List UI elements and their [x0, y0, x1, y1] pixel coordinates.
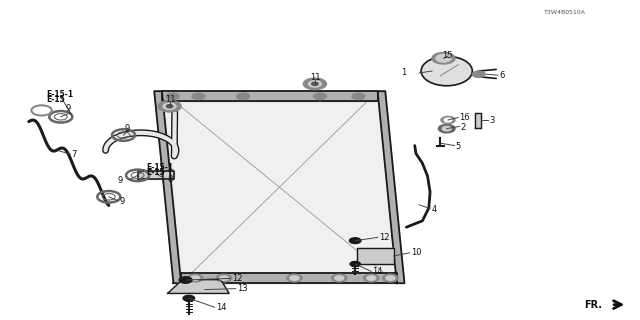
Circle shape [166, 105, 173, 108]
Polygon shape [162, 91, 397, 283]
Circle shape [158, 100, 181, 112]
Circle shape [191, 276, 200, 280]
Polygon shape [357, 248, 394, 264]
Circle shape [349, 238, 361, 244]
Text: 11: 11 [310, 73, 321, 82]
Text: E-15-1: E-15-1 [46, 90, 73, 99]
Text: 3: 3 [489, 116, 494, 125]
Polygon shape [181, 273, 397, 283]
Text: 9: 9 [120, 197, 125, 206]
Circle shape [444, 118, 452, 122]
Circle shape [179, 277, 192, 283]
Text: 14: 14 [372, 268, 383, 276]
Text: 2: 2 [461, 123, 466, 132]
Text: 11: 11 [165, 95, 175, 104]
Text: 14: 14 [216, 303, 226, 312]
Circle shape [163, 103, 176, 109]
Text: 1: 1 [401, 68, 406, 77]
Text: E-15-1: E-15-1 [146, 163, 173, 172]
Polygon shape [154, 91, 181, 283]
Text: E-15: E-15 [46, 95, 65, 104]
Polygon shape [475, 113, 481, 128]
Text: 6: 6 [499, 71, 504, 80]
Circle shape [350, 261, 360, 267]
Text: 4: 4 [431, 205, 436, 214]
Circle shape [287, 274, 302, 282]
Text: FR.: FR. [584, 300, 602, 310]
Text: 8: 8 [168, 175, 173, 184]
Text: 9: 9 [125, 124, 130, 132]
Circle shape [367, 276, 376, 280]
Circle shape [438, 124, 455, 133]
Text: 12: 12 [232, 274, 242, 283]
Circle shape [303, 78, 326, 90]
Circle shape [386, 276, 395, 280]
Circle shape [290, 276, 299, 280]
Circle shape [332, 274, 347, 282]
Text: 15: 15 [442, 51, 452, 60]
Polygon shape [138, 171, 174, 179]
Circle shape [436, 54, 451, 62]
Circle shape [183, 295, 195, 301]
Text: 10: 10 [411, 248, 421, 257]
Text: 13: 13 [237, 284, 248, 293]
Circle shape [188, 274, 203, 282]
Polygon shape [168, 280, 229, 293]
Circle shape [432, 52, 455, 64]
Polygon shape [162, 91, 378, 101]
Text: E-15: E-15 [146, 168, 164, 177]
Circle shape [166, 93, 179, 100]
Polygon shape [378, 91, 404, 283]
Circle shape [237, 93, 250, 100]
Circle shape [383, 274, 398, 282]
Circle shape [192, 93, 205, 100]
Circle shape [442, 126, 451, 131]
Ellipse shape [421, 56, 472, 86]
Circle shape [220, 276, 228, 280]
Circle shape [216, 274, 232, 282]
Circle shape [314, 93, 326, 100]
Circle shape [308, 81, 321, 87]
Text: 16: 16 [460, 113, 470, 122]
Text: 12: 12 [379, 233, 389, 242]
Circle shape [364, 274, 379, 282]
Text: 7: 7 [72, 150, 77, 159]
Circle shape [335, 276, 344, 280]
Text: 5: 5 [456, 142, 461, 151]
Circle shape [441, 116, 455, 124]
Circle shape [352, 93, 365, 100]
Text: T3W4B0510A: T3W4B0510A [544, 10, 586, 15]
Text: 9: 9 [118, 176, 123, 185]
Circle shape [472, 71, 485, 77]
Circle shape [312, 82, 318, 85]
Text: 9: 9 [65, 104, 70, 113]
